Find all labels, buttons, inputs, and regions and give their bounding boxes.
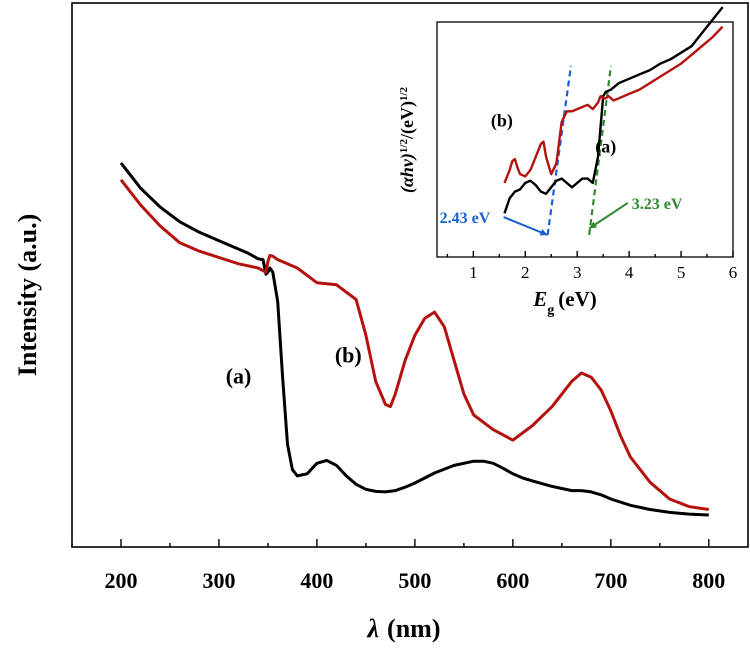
x-tick-label-5: 5 — [677, 263, 686, 282]
tangent-fit-line-1 — [546, 65, 573, 236]
inset-y-axis-part1: (αhν) — [397, 153, 418, 193]
x-tick-label-3: 3 — [573, 263, 582, 282]
band-gap-label-2: 3.23 eV — [632, 196, 683, 213]
x-tick-label-1: 1 — [469, 263, 478, 282]
inset-chart: 1 2 3 4 5 6 (b) (a) 2.43 eV 3.23 eV Eg (eV) (αhν… — [397, 6, 737, 318]
band-gap-arrowhead-2 — [589, 221, 598, 229]
inset-annotations: (b) (a) — [491, 111, 616, 158]
main-x-tick-labels: 200 300 400 500 600 700 800 — [104, 568, 725, 593]
main-x-axis-title: λ (nm) — [367, 614, 441, 643]
band-gap-arrow-2 — [588, 202, 629, 230]
x-tick-label-700: 700 — [594, 568, 627, 593]
curve-label-b: (b) — [491, 111, 513, 132]
main-x-axis-unit: (nm) — [387, 614, 440, 643]
inset-fit-lines — [546, 65, 613, 236]
x-tick-label-300: 300 — [202, 568, 235, 593]
series-line-a — [119, 162, 709, 517]
inset-y-axis-title: (αhν)1/2/(eV)1/2 — [397, 86, 418, 193]
x-tick-label-500: 500 — [398, 568, 431, 593]
inset-y-axis-part2: /(eV) — [397, 101, 418, 140]
main-plot-frame — [71, 2, 749, 548]
x-tick-label-400: 400 — [300, 568, 333, 593]
inset-y-axis-sup2: 1/2 — [398, 86, 410, 101]
x-tick-label-6: 6 — [729, 263, 738, 282]
main-chart: 200 300 400 500 600 700 800 (a) (b) λ (nm) Inten… — [13, 2, 749, 643]
band-gap-label-1: 2.43 eV — [440, 210, 491, 227]
inset-x-axis-subscript: g — [547, 303, 554, 318]
inset-series — [503, 6, 724, 214]
main-x-axis-symbol: λ — [367, 614, 380, 643]
inset-x-tick-labels: 1 2 3 4 5 6 — [469, 263, 737, 282]
x-tick-label-800: 800 — [692, 568, 725, 593]
inset-x-axis-unit: (eV) — [558, 287, 596, 311]
band-gap-arrow-1 — [503, 216, 548, 236]
x-tick-label-200: 200 — [104, 568, 137, 593]
main-annotations: (a) (b) — [226, 343, 362, 389]
curve-label-b: (b) — [335, 343, 362, 368]
band-gap-arrowhead-1 — [539, 229, 548, 236]
inset-x-axis-title: Eg (eV) — [532, 287, 597, 318]
inset-x-ticks — [446, 251, 734, 257]
x-tick-label-4: 4 — [625, 263, 634, 282]
x-tick-label-2: 2 — [521, 263, 530, 282]
series-line-a — [503, 6, 724, 214]
inset-gap-labels: 2.43 eV 3.23 eV — [440, 196, 683, 236]
inset-y-axis-sup1: 1/2 — [398, 139, 410, 154]
x-tick-label-600: 600 — [496, 568, 529, 593]
main-x-ticks — [71, 539, 710, 547]
inset-x-axis-symbol: E — [532, 287, 547, 311]
tangent-fit-line-2 — [588, 65, 613, 236]
main-series — [119, 162, 710, 517]
series-line-b — [503, 25, 724, 184]
series-line-b — [119, 178, 710, 511]
main-y-axis-title: Intensity (a.u.) — [13, 214, 42, 377]
curve-label-a: (a) — [226, 364, 252, 389]
curve-label-a: (a) — [595, 137, 616, 158]
